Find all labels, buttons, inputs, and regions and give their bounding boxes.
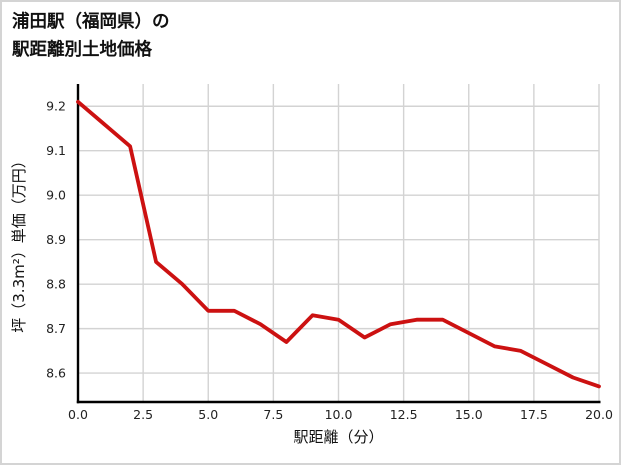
x-tick-label: 17.5 (520, 407, 548, 422)
x-tick-label: 10.0 (325, 407, 353, 422)
x-tick-label: 20.0 (585, 407, 613, 422)
y-tick-label: 8.6 (46, 366, 66, 381)
price-line-series (76, 99, 601, 389)
x-tick-label: 5.0 (198, 407, 218, 422)
x-tick-label: 12.5 (390, 407, 418, 422)
y-tick-label: 9.0 (46, 188, 66, 203)
y-tick-label: 8.7 (46, 321, 66, 336)
x-tick-label: 2.5 (133, 407, 153, 422)
x-tick-label: 0.0 (68, 407, 88, 422)
y-axis-label: 坪（3.3m²）単価（万円） (10, 153, 28, 332)
x-tick-label: 15.0 (455, 407, 483, 422)
y-tick-label: 8.8 (46, 277, 66, 292)
x-tick-label: 7.5 (263, 407, 283, 422)
x-axis-label: 駅距離（分） (293, 428, 383, 446)
y-tick-label: 9.2 (46, 99, 66, 114)
y-tick-label: 9.1 (46, 143, 66, 158)
chart-title: 浦田駅（福岡県）の 駅距離別土地価格 (12, 8, 170, 65)
chart-title-line1: 浦田駅（福岡県）の (12, 12, 170, 32)
y-tick-label: 8.9 (46, 232, 66, 247)
chart-title-line2: 駅距離別土地価格 (12, 40, 152, 61)
